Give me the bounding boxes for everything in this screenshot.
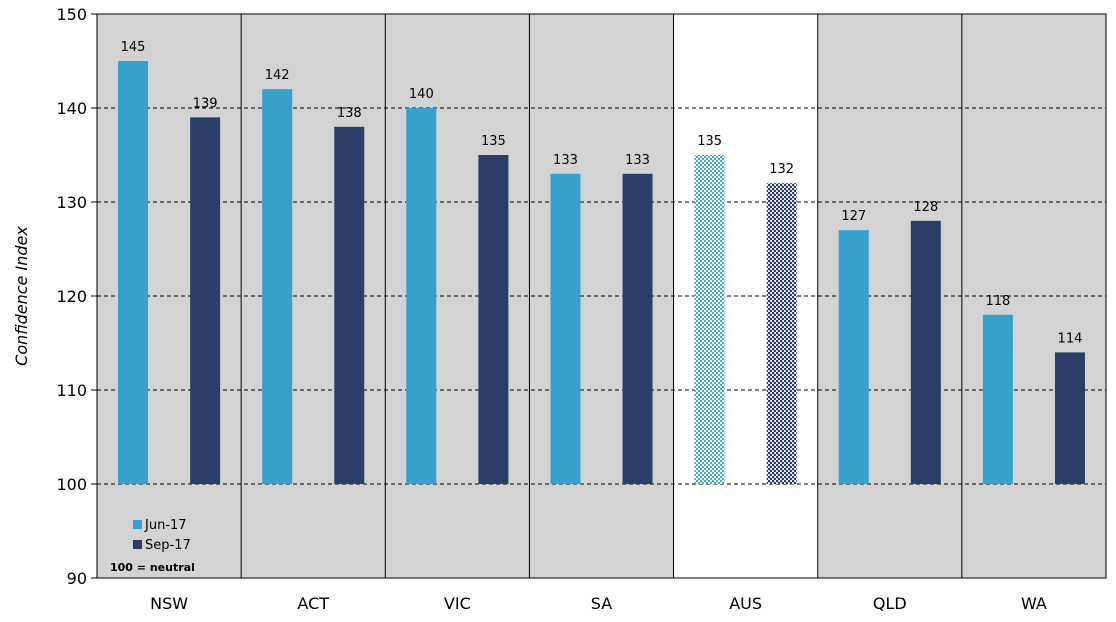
bar-sa-sep-17	[622, 173, 653, 485]
y-tick-label-90: 90	[67, 569, 87, 588]
y-tick-label-150: 150	[56, 5, 87, 24]
y-tick-label-100: 100	[56, 475, 87, 494]
y-axis-label: Confidence Index	[12, 226, 31, 366]
bar-qld-jun-17	[838, 230, 869, 484]
y-tick-labels: 90 100 110 120 130 140 150	[56, 5, 87, 588]
data-label-aus-jun-17: 135	[697, 134, 722, 149]
data-labels: 145 139 142 138 140 135 133 133 135 132 127 128 118 1…	[121, 40, 1083, 346]
bar-aus-sep-17	[766, 183, 797, 484]
y-tick-label-120: 120	[56, 287, 87, 306]
y-tick-label-110: 110	[56, 381, 87, 400]
x-category-label-wa: WA	[1021, 594, 1047, 613]
bar-vic-sep-17	[478, 155, 509, 484]
data-label-nsw-sep-17: 139	[193, 96, 218, 111]
x-category-labels: NSW ACT VIC SA AUS QLD WA	[150, 594, 1047, 613]
x-category-label-qld: QLD	[873, 594, 907, 613]
axes	[91, 13, 1107, 579]
bar-nsw-sep-17	[190, 117, 221, 485]
y-tick-label-130: 130	[56, 193, 87, 212]
data-label-qld-sep-17: 128	[913, 200, 938, 215]
bar-wa-jun-17	[982, 314, 1013, 484]
data-label-qld-jun-17: 127	[841, 209, 866, 224]
data-label-sa-jun-17: 133	[553, 153, 578, 168]
bar-wa-sep-17	[1054, 352, 1085, 484]
bar-aus-jun-17	[694, 155, 725, 484]
data-label-vic-sep-17: 135	[481, 134, 506, 149]
data-label-act-sep-17: 138	[337, 106, 362, 121]
data-label-nsw-jun-17: 145	[121, 40, 146, 55]
legend-swatch-sep-17	[133, 540, 142, 549]
legend-swatch-jun-17	[133, 520, 142, 529]
data-label-aus-sep-17: 132	[769, 162, 794, 177]
y-tick-label-140: 140	[56, 99, 87, 118]
data-label-wa-jun-17: 118	[985, 294, 1010, 309]
neutral-note: 100 = neutral	[110, 561, 195, 574]
bars	[118, 61, 1085, 485]
bar-sa-jun-17	[550, 173, 581, 485]
x-category-label-vic: VIC	[444, 594, 471, 613]
data-label-vic-jun-17: 140	[409, 87, 434, 102]
bar-qld-sep-17	[910, 220, 941, 485]
bar-nsw-jun-17	[118, 61, 149, 484]
bar-act-jun-17	[262, 89, 293, 484]
x-category-label-act: ACT	[297, 594, 329, 613]
legend: Jun-17 Sep-17	[133, 518, 191, 553]
x-category-label-nsw: NSW	[150, 594, 188, 613]
data-label-act-jun-17: 142	[265, 68, 290, 83]
legend-label-sep-17: Sep-17	[145, 538, 191, 553]
x-category-label-aus: AUS	[729, 594, 762, 613]
legend-label-jun-17: Jun-17	[144, 518, 187, 533]
data-label-wa-sep-17: 114	[1058, 331, 1083, 346]
data-label-sa-sep-17: 133	[625, 153, 650, 168]
bar-act-sep-17	[334, 126, 365, 485]
bar-vic-jun-17	[406, 108, 437, 484]
x-category-label-sa: SA	[591, 594, 612, 613]
